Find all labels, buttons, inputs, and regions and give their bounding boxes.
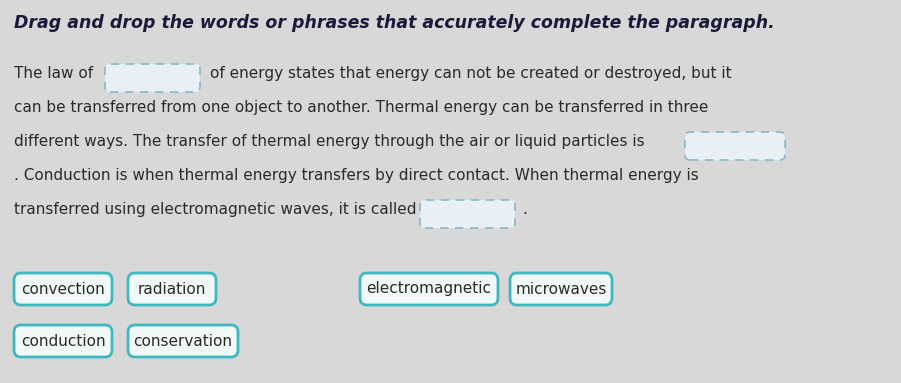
FancyBboxPatch shape bbox=[685, 132, 785, 160]
Text: conservation: conservation bbox=[133, 334, 232, 349]
Text: Drag and drop the words or phrases that accurately complete the paragraph.: Drag and drop the words or phrases that … bbox=[14, 14, 775, 32]
Text: radiation: radiation bbox=[138, 282, 206, 296]
Text: can be transferred from one object to another. Thermal energy can be transferred: can be transferred from one object to an… bbox=[14, 100, 708, 115]
FancyBboxPatch shape bbox=[128, 325, 238, 357]
Text: electromagnetic: electromagnetic bbox=[367, 282, 492, 296]
Text: conduction: conduction bbox=[21, 334, 105, 349]
Text: microwaves: microwaves bbox=[515, 282, 606, 296]
FancyBboxPatch shape bbox=[360, 273, 498, 305]
FancyBboxPatch shape bbox=[105, 64, 200, 92]
Text: The law of: The law of bbox=[14, 66, 93, 81]
Text: of energy states that energy can not be created or destroyed, but it: of energy states that energy can not be … bbox=[210, 66, 732, 81]
FancyBboxPatch shape bbox=[14, 273, 112, 305]
FancyBboxPatch shape bbox=[420, 200, 515, 228]
Text: transferred using electromagnetic waves, it is called: transferred using electromagnetic waves,… bbox=[14, 202, 416, 217]
Text: . Conduction is when thermal energy transfers by direct contact. When thermal en: . Conduction is when thermal energy tran… bbox=[14, 168, 699, 183]
FancyBboxPatch shape bbox=[128, 273, 216, 305]
Text: convection: convection bbox=[21, 282, 105, 296]
FancyBboxPatch shape bbox=[14, 325, 112, 357]
FancyBboxPatch shape bbox=[510, 273, 612, 305]
Text: different ways. The transfer of thermal energy through the air or liquid particl: different ways. The transfer of thermal … bbox=[14, 134, 644, 149]
Text: .: . bbox=[522, 202, 527, 217]
